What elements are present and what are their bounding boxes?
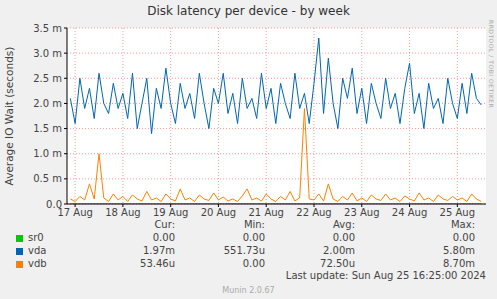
- html-text:0.00: 0.00: [152, 232, 175, 243]
- svg-text:2.5 m: 2.5 m: [33, 73, 62, 84]
- html-text:53.46u: 53.46u: [140, 258, 175, 269]
- html-text:Avg:: Avg:: [333, 219, 355, 230]
- svg-text:2.0 m: 2.0 m: [33, 98, 62, 109]
- html-text:8.70m: 8.70m: [443, 258, 475, 269]
- html-text:0.00: 0.00: [242, 258, 265, 269]
- html-text:0.00: 0.00: [332, 232, 355, 243]
- html-text:0.00: 0.00: [452, 232, 475, 243]
- html-text:Min:: Min:: [243, 219, 265, 230]
- html-text:vdb: vdb: [28, 258, 47, 269]
- html-text:5.80m: 5.80m: [443, 245, 475, 256]
- svg-text:21 Aug: 21 Aug: [249, 207, 284, 218]
- html-text:vda: vda: [28, 245, 47, 256]
- svg-text:0.0: 0.0: [46, 199, 62, 210]
- svg-text:24 Aug: 24 Aug: [392, 207, 427, 218]
- html-text:Max:: Max:: [451, 219, 475, 230]
- svg-text:18 Aug: 18 Aug: [105, 207, 140, 218]
- html-text:Cur:: Cur:: [154, 219, 175, 230]
- svg-text:20 Aug: 20 Aug: [201, 207, 236, 218]
- html-text:Munin 2.0.67: Munin 2.0.67: [222, 286, 275, 295]
- svg-text:1.5 m: 1.5 m: [33, 123, 62, 134]
- svg-text:22 Aug: 22 Aug: [296, 207, 331, 218]
- svg-text:19 Aug: 19 Aug: [153, 207, 188, 218]
- svg-text:23 Aug: 23 Aug: [344, 207, 379, 218]
- svg-text:17 Aug: 17 Aug: [57, 207, 92, 218]
- html-text:0.00: 0.00: [242, 232, 265, 243]
- html-text:1.97m: 1.97m: [143, 245, 175, 256]
- html-text:Last update: Sun Aug 25 16:25:: Last update: Sun Aug 25 16:25:00 2024: [285, 270, 486, 281]
- html-text:Disk latency per device - by w: Disk latency per device - by week: [147, 4, 350, 18]
- html-text:72.50u: 72.50u: [320, 258, 355, 269]
- html-text:Average IO Wait (seconds): Average IO Wait (seconds): [3, 46, 15, 186]
- svg-text:1.0 m: 1.0 m: [33, 148, 62, 159]
- svg-text:0.5 m: 0.5 m: [33, 173, 62, 184]
- html-text:sr0: sr0: [28, 232, 44, 243]
- html-text:551.73u: 551.73u: [223, 245, 265, 256]
- svg-text:3.5 m: 3.5 m: [33, 23, 62, 34]
- svg-text:25 Aug: 25 Aug: [440, 207, 475, 218]
- html-text:RRDTOOL / TOBI OETIKER: RRDTOOL / TOBI OETIKER: [488, 20, 495, 109]
- svg-text:3.0 m: 3.0 m: [33, 48, 62, 59]
- html-text:2.00m: 2.00m: [323, 245, 355, 256]
